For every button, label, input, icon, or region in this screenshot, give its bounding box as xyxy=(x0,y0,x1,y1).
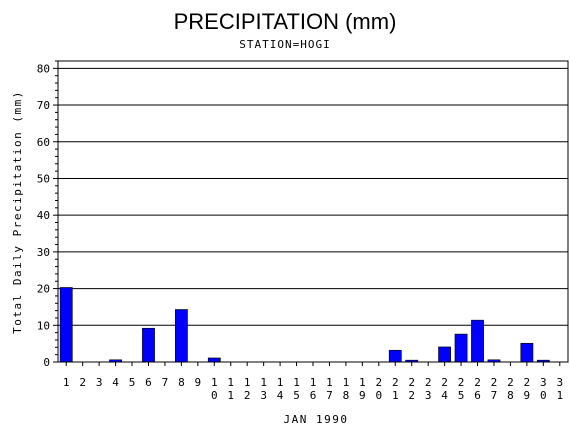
chart-title: PRECIPITATION (mm) xyxy=(174,9,397,34)
y-tick-label: 80 xyxy=(37,62,50,75)
bar xyxy=(388,349,402,363)
y-tick-labels: 0 10 20 30 40 50 60 70 80 xyxy=(37,62,50,369)
plot-frame xyxy=(57,60,569,363)
y-tick-label: 40 xyxy=(37,209,50,222)
y-tick-label: 10 xyxy=(37,319,50,332)
bar xyxy=(59,287,73,363)
bar xyxy=(207,357,221,363)
y-tick-label: 50 xyxy=(37,172,50,185)
x-tick-label: 7 xyxy=(162,376,169,389)
y-axis-label: Total Daily Precipitation (mm) xyxy=(11,90,24,334)
bar xyxy=(175,309,188,363)
chart-subtitle: STATION=HOGI xyxy=(239,38,330,51)
bar xyxy=(471,319,484,363)
bar xyxy=(438,346,452,363)
y-tick-label: 20 xyxy=(37,283,50,296)
x-tick-label: 5 xyxy=(129,376,136,389)
x-tick-label: 8 xyxy=(178,376,185,389)
x-tick-label: 4 xyxy=(112,376,119,389)
bar xyxy=(454,333,468,363)
x-tick-labels: 1 2 3 4 5 6 7 8 9 1 01 11 21 31 41 51 61 71 81 92 02 12 22 32 42… xyxy=(63,376,563,402)
x-tick-label: 3 xyxy=(96,376,103,389)
x-tick-label: 1 xyxy=(63,376,70,389)
y-tick-label: 0 xyxy=(43,356,50,369)
x-tick-label: 2 xyxy=(79,376,86,389)
y-tick-label: 60 xyxy=(37,136,50,149)
x-tick-label: 9 xyxy=(195,376,202,389)
y-tick-label: 30 xyxy=(37,246,50,259)
y-tick-label: 70 xyxy=(37,99,50,112)
x-axis-label: JAN 1990 xyxy=(284,413,349,426)
bars xyxy=(59,287,550,363)
gridlines xyxy=(58,67,568,326)
bar xyxy=(142,327,155,363)
x-tick-label: 6 xyxy=(145,376,152,389)
bar xyxy=(520,342,534,363)
axes xyxy=(53,60,569,366)
